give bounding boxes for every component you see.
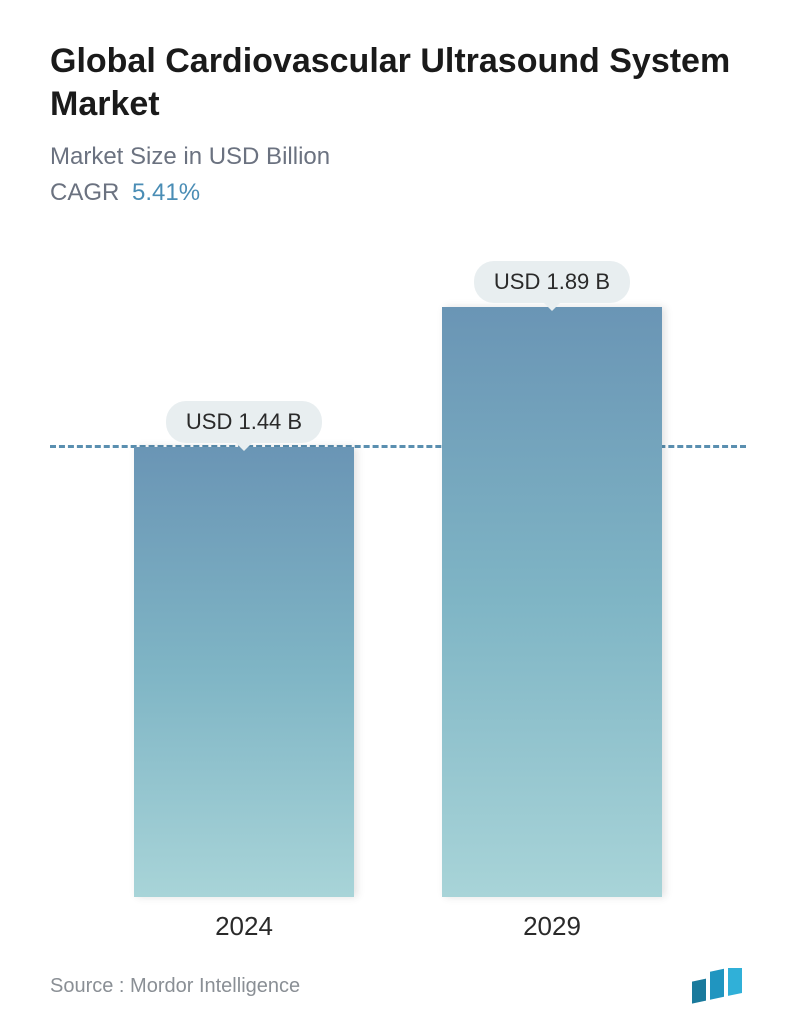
bar-1 [442, 307, 662, 897]
year-label-0: 2024 [215, 911, 273, 942]
footer: Source : Mordor Intelligence [50, 952, 746, 1004]
bar-group-0: USD 1.44 B 2024 [134, 401, 354, 942]
chart-title: Global Cardiovascular Ultrasound System … [50, 40, 746, 125]
value-label-1: USD 1.89 B [474, 261, 630, 303]
source-text: Source : Mordor Intelligence [50, 975, 300, 998]
chart-container: Global Cardiovascular Ultrasound System … [0, 0, 796, 1034]
cagr-line: CAGR 5.41% [50, 179, 746, 207]
chart-area: USD 1.44 B 2024 USD 1.89 B 2029 [50, 247, 746, 942]
cagr-value: 5.41% [132, 179, 200, 206]
cagr-label: CAGR [50, 179, 119, 206]
year-label-1: 2029 [523, 911, 581, 942]
mordor-logo-icon [690, 968, 746, 1004]
bars-row: USD 1.44 B 2024 USD 1.89 B 2029 [90, 247, 706, 942]
bar-group-1: USD 1.89 B 2029 [442, 261, 662, 942]
chart-subtitle: Market Size in USD Billion [50, 143, 746, 171]
bar-0 [134, 447, 354, 897]
value-label-0: USD 1.44 B [166, 401, 322, 443]
